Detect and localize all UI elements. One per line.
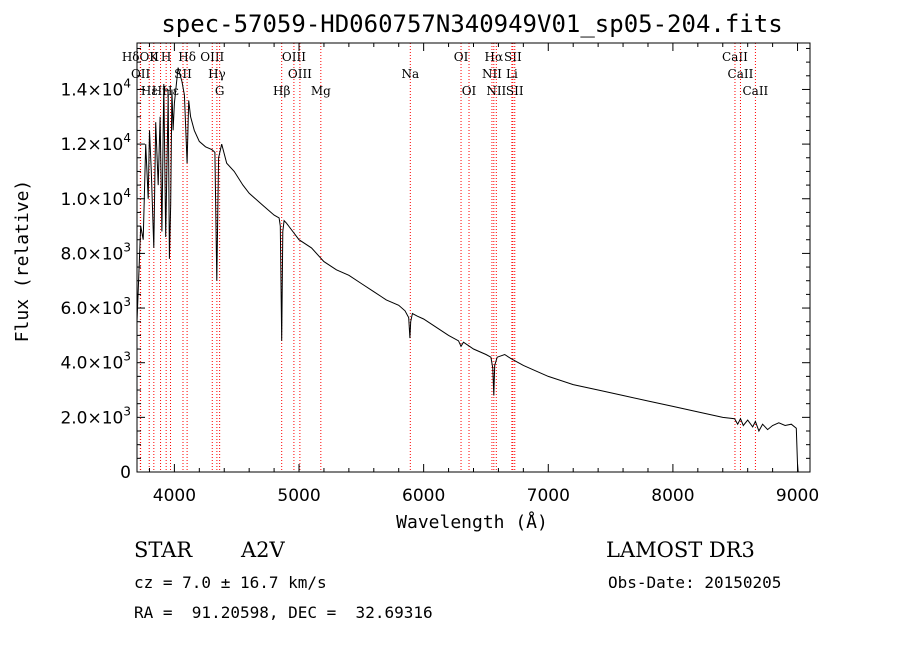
spectral-line-label: Hβ bbox=[273, 84, 290, 98]
y-tick-mantissa: 4.0×10 bbox=[60, 354, 123, 374]
x-axis-label: Wavelength (Å) bbox=[396, 511, 548, 533]
spectral-line-label: OI bbox=[454, 50, 469, 64]
spectral-line-label: NII bbox=[482, 67, 502, 81]
y-tick-mantissa: 8.0×10 bbox=[60, 244, 123, 264]
spectral-line-label: Hα bbox=[485, 50, 504, 64]
chart-title: spec-57059-HD060757N340949V01_sp05-204.f… bbox=[161, 10, 782, 38]
spectral-line-label: G bbox=[215, 84, 225, 98]
spectral-line-label: OI bbox=[462, 84, 477, 98]
spectral-line-label: Hγ bbox=[208, 67, 226, 81]
observation-date: Obs-Date: 20150205 bbox=[608, 573, 782, 592]
spectral-line-label: OIII bbox=[200, 50, 224, 64]
y-tick-exponent: 4 bbox=[123, 186, 131, 200]
spectral-line-label: Hε bbox=[162, 84, 179, 98]
y-tick-mantissa: 2.0×10 bbox=[60, 408, 123, 428]
y-tick-exponent: 3 bbox=[123, 240, 131, 254]
spectral-line-label: OIII bbox=[282, 50, 306, 64]
spectral-line-label: Mg bbox=[311, 84, 331, 98]
spectral-line-label: CaII bbox=[722, 50, 748, 64]
y-axis-ticks: 02.0×1034.0×1036.0×1038.0×1031.0×1041.2×… bbox=[60, 47, 810, 483]
spectral-line-label: H bbox=[161, 50, 171, 64]
spectral-line-label: Li bbox=[506, 67, 518, 81]
y-tick-mantissa: 1.4×10 bbox=[60, 80, 123, 100]
x-tick-label: 9000 bbox=[776, 486, 819, 506]
spectral-line-label: NII bbox=[486, 84, 506, 98]
y-tick-exponent: 3 bbox=[123, 404, 131, 418]
x-tick-label: 8000 bbox=[651, 486, 694, 506]
y-tick-exponent: 4 bbox=[123, 131, 131, 145]
x-tick-label: 4000 bbox=[153, 486, 196, 506]
spectrum-series-line bbox=[136, 67, 799, 473]
spectral-line-label: SII bbox=[506, 84, 524, 98]
spectral-line-label: Na bbox=[401, 67, 419, 81]
y-tick-mantissa: 0 bbox=[120, 463, 131, 483]
spectral-line-label: CaII bbox=[742, 84, 768, 98]
y-tick-label: 0 bbox=[120, 463, 131, 483]
y-tick-label: 2.0×103 bbox=[60, 404, 131, 428]
spectral-line-label: CaII bbox=[728, 67, 754, 81]
survey-name: LAMOST DR3 bbox=[606, 538, 755, 562]
y-tick-label: 1.4×104 bbox=[60, 76, 131, 100]
y-tick-exponent: 3 bbox=[123, 295, 131, 309]
spectral-line-label: K bbox=[149, 50, 159, 64]
y-tick-mantissa: 1.0×10 bbox=[60, 190, 123, 210]
y-tick-label: 1.2×104 bbox=[60, 131, 131, 155]
x-tick-label: 7000 bbox=[527, 486, 570, 506]
spectral-line-label: OIII bbox=[288, 67, 312, 81]
coordinates-ra-dec: RA = 91.20598, DEC = 32.69316 bbox=[134, 603, 433, 622]
y-tick-mantissa: 1.2×10 bbox=[60, 135, 123, 155]
spectral-line-label: OII bbox=[131, 67, 151, 81]
y-tick-label: 1.0×104 bbox=[60, 186, 131, 210]
object-class: STAR bbox=[134, 538, 193, 562]
y-axis-label: Flux (relative) bbox=[12, 180, 33, 343]
object-subclass: A2V bbox=[241, 538, 285, 562]
x-axis-ticks: 4000 5000 6000 7000 8000 9000 bbox=[148, 43, 819, 506]
y-tick-label: 4.0×103 bbox=[60, 350, 131, 374]
y-tick-label: 6.0×103 bbox=[60, 295, 131, 319]
x-tick-label: 5000 bbox=[277, 486, 320, 506]
y-tick-label: 8.0×103 bbox=[60, 240, 131, 264]
spectral-line-label: Hη bbox=[152, 84, 170, 98]
redshift-cz: cz = 7.0 ± 16.7 km/s bbox=[134, 573, 327, 592]
x-tick-label: 6000 bbox=[402, 486, 445, 506]
y-tick-exponent: 3 bbox=[123, 350, 131, 364]
y-tick-mantissa: 6.0×10 bbox=[60, 299, 123, 319]
spectral-line-label: SII bbox=[504, 50, 522, 64]
y-tick-exponent: 4 bbox=[123, 76, 131, 90]
spectral-line-label: HδOII bbox=[122, 50, 159, 64]
plot-frame bbox=[136, 42, 811, 473]
spectral-line-label: Hδ bbox=[178, 50, 196, 64]
